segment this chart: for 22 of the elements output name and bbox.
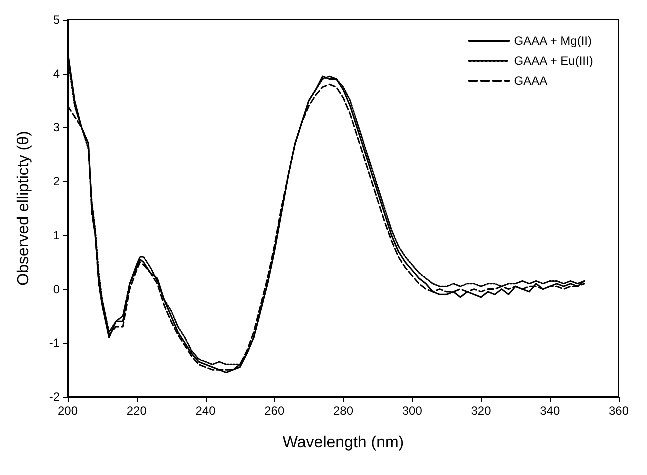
- y-tick-label: 1: [53, 228, 60, 242]
- y-tick-label: -2: [49, 390, 60, 404]
- y-tick-label: 4: [53, 66, 60, 81]
- x-tick-label: 320: [471, 404, 492, 418]
- x-axis-title: Wavelength (nm): [282, 434, 404, 452]
- legend-label: GAAA + Mg(II): [514, 34, 592, 48]
- x-tick-label: 340: [540, 404, 560, 418]
- x-tick-label: 280: [333, 404, 354, 418]
- y-tick-label: 3: [53, 120, 60, 135]
- x-tick-label: 240: [196, 404, 216, 418]
- y-tick-label: 5: [53, 13, 60, 27]
- y-axis-title: Observed ellipticty (θ): [16, 131, 32, 286]
- x-tick-label: 220: [126, 404, 148, 418]
- x-tick-label: 260: [264, 404, 285, 418]
- y-tick-label: 2: [53, 174, 60, 189]
- y-tick-label: 0: [53, 282, 60, 296]
- legend-label: GAAA + Eu(III): [514, 54, 594, 68]
- y-tick-label: -1: [49, 336, 60, 350]
- x-tick-label: 200: [58, 404, 78, 418]
- x-tick-label: 360: [608, 404, 630, 418]
- legend-label: GAAA: [514, 74, 548, 88]
- x-tick-label: 300: [402, 404, 423, 418]
